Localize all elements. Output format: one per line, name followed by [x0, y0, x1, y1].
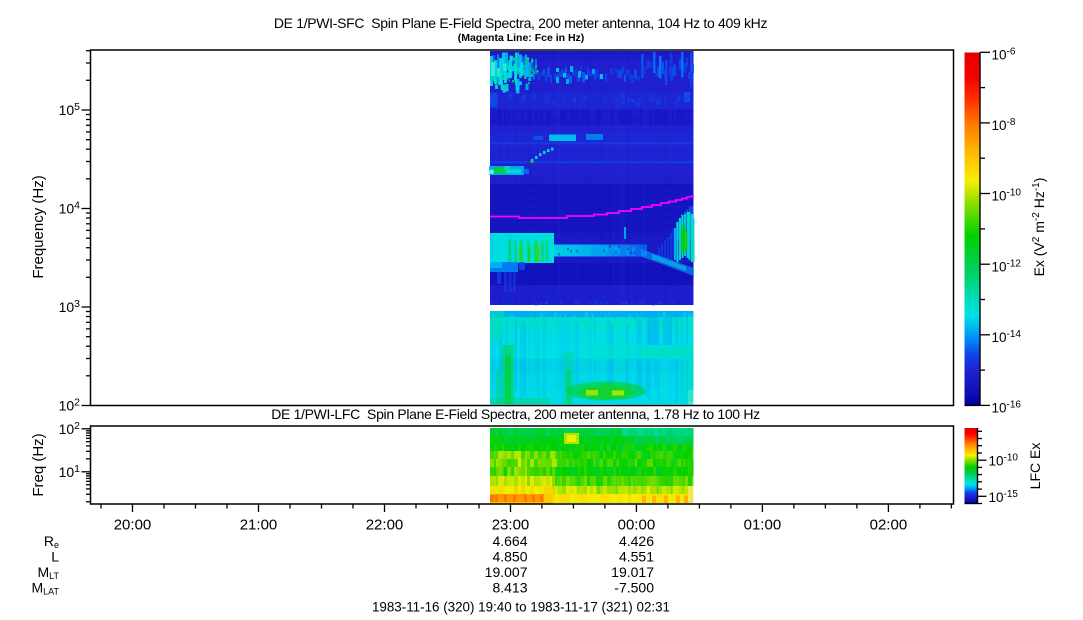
svg-text:00:00: 00:00: [618, 517, 656, 534]
svg-text:02:00: 02:00: [870, 517, 908, 534]
svg-text:DE 1/PWI-LFC Spin Plane E-Fie: DE 1/PWI-LFC Spin Plane E-Field Spectra,…: [271, 406, 760, 422]
svg-text:(Magenta Line: Fce in Hz): (Magenta Line: Fce in Hz): [458, 32, 585, 44]
svg-text:L: L: [51, 548, 59, 564]
svg-text:21:00: 21:00: [240, 517, 278, 534]
svg-text:DE 1/PWI-SFC Spin Plane E-Fie: DE 1/PWI-SFC Spin Plane E-Field Spectra,…: [274, 15, 768, 31]
svg-text:4.426: 4.426: [619, 533, 654, 549]
svg-text:4.664: 4.664: [492, 533, 527, 549]
svg-text:19.017: 19.017: [611, 564, 654, 580]
svg-text:-7.500: -7.500: [614, 580, 654, 596]
svg-text:4.850: 4.850: [492, 548, 527, 564]
svg-text:01:00: 01:00: [744, 517, 782, 534]
svg-text:Ex (V2 m-2 Hz-1): Ex (V2 m-2 Hz-1): [1031, 178, 1048, 277]
svg-text:19.007: 19.007: [485, 564, 528, 580]
svg-text:4.551: 4.551: [619, 548, 654, 564]
svg-text:23:00: 23:00: [492, 517, 530, 534]
svg-text:Frequency (Hz): Frequency (Hz): [30, 175, 47, 278]
svg-text:LFC Ex: LFC Ex: [1027, 443, 1043, 490]
svg-text:22:00: 22:00: [366, 517, 404, 534]
svg-text:8.413: 8.413: [492, 580, 527, 596]
svg-text:Freq (Hz): Freq (Hz): [30, 433, 47, 496]
svg-text:1983-11-16 (320) 19:40 to 1983: 1983-11-16 (320) 19:40 to 1983-11-17 (32…: [372, 600, 670, 615]
svg-text:20:00: 20:00: [114, 517, 152, 534]
